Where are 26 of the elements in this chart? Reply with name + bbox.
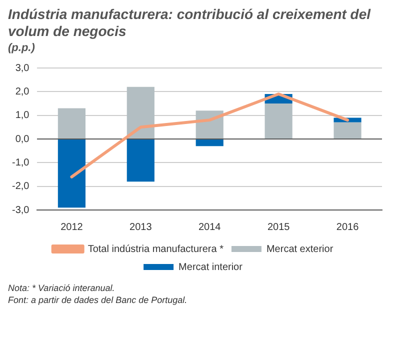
chart-title: Indústria manufacturera: contribució al creixement del volum de negocis <box>8 6 372 40</box>
legend-label: Mercat exterior <box>266 244 334 255</box>
y-axis-title: (p.p.) <box>8 42 36 54</box>
x-tick-label: 2012 <box>60 222 84 233</box>
x-tick-label: 2013 <box>130 222 152 233</box>
x-tick-label: 2014 <box>198 222 222 233</box>
bar <box>126 86 154 138</box>
y-tick-label: 1,0 <box>15 110 30 122</box>
x-tick-label: 2015 <box>267 222 290 233</box>
y-tick-label: 2,0 <box>15 86 30 98</box>
y-tick-label: -3,0 <box>12 204 30 216</box>
bar <box>58 140 86 208</box>
y-tick-label: -2,0 <box>12 181 30 192</box>
x-tick-label: 2016 <box>336 222 360 233</box>
legend-label: Mercat interior <box>178 262 244 273</box>
legend-label: Total indústria manufacturera * <box>88 244 224 255</box>
bar <box>334 122 362 138</box>
text: Font: a partir de dades del Banc de Portugal. <box>8 294 188 306</box>
bar <box>126 140 154 182</box>
y-tick-label: 3,0 <box>15 62 30 74</box>
text: Nota: * Variació interanual. <box>8 282 116 294</box>
bar <box>58 108 86 138</box>
bar <box>196 140 224 146</box>
y-tick-label: -1,0 <box>12 157 30 168</box>
y-tick-label: 0,0 <box>15 134 30 145</box>
bar <box>264 104 292 138</box>
